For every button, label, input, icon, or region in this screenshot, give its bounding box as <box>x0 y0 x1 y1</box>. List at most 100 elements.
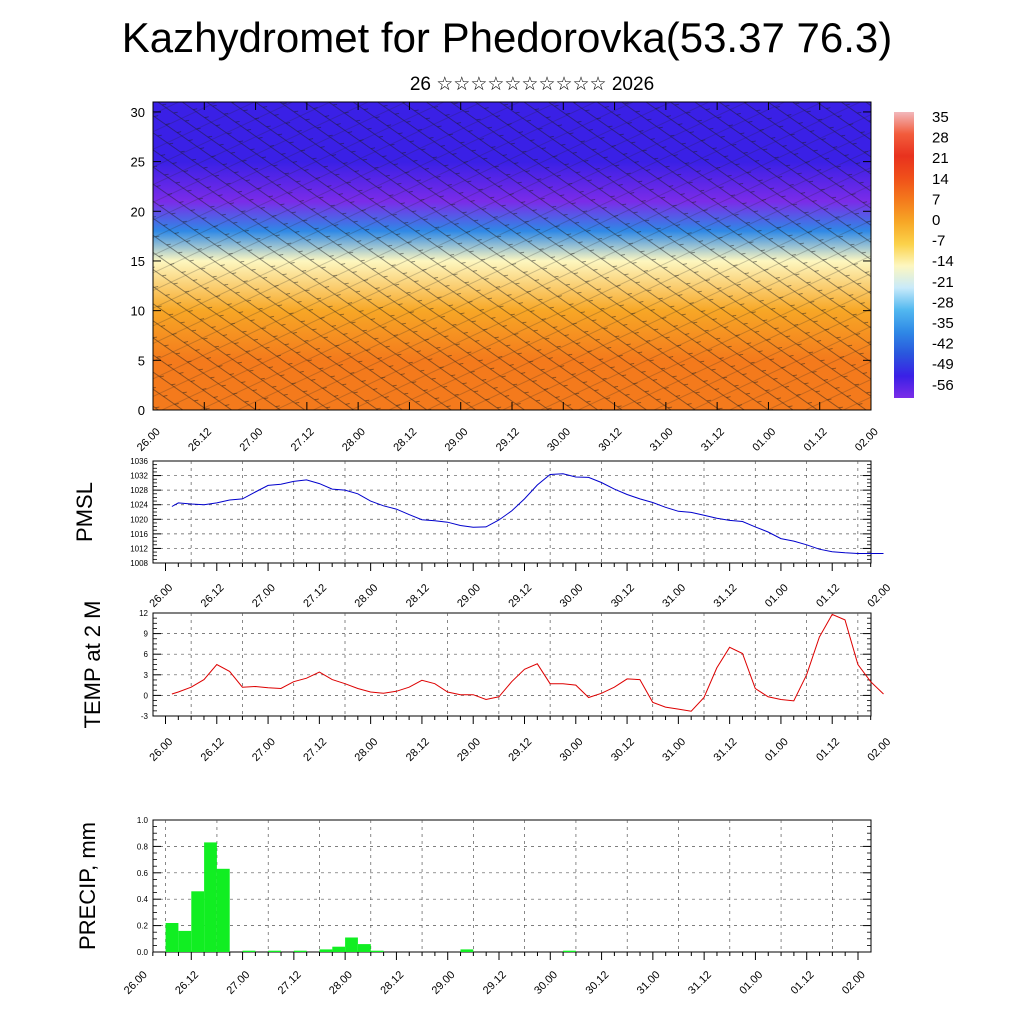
y-tick-label: 1012 <box>130 544 148 553</box>
x-tick-label: 27.00 <box>250 582 278 610</box>
x-tick-label: 01.12 <box>814 736 842 764</box>
y-tick-label: 20 <box>131 204 145 219</box>
x-tick-label: 28.00 <box>353 582 381 610</box>
precip-bar <box>345 937 358 952</box>
y-axis-label: PRECIP, mm <box>75 822 100 950</box>
y-axis-label: TEMP at 2 M <box>80 601 105 729</box>
y-tick-label: 1032 <box>130 472 148 481</box>
x-tick-label: 30.00 <box>532 969 560 997</box>
precip-bar <box>358 944 371 952</box>
colorbar-label: -7 <box>932 233 945 250</box>
panel-frame <box>152 460 872 564</box>
x-tick-label: 26.00 <box>135 426 163 454</box>
x-tick-label: 28.12 <box>391 426 419 454</box>
x-tick-label: 01.00 <box>737 969 765 997</box>
precip-panel: 0.0 0.2 0.4 0.6 0.8 1.0 26.00 26.12 27.00 27.12 28… <box>75 816 872 997</box>
cross-section-y-axis: 0 5 10 15 20 25 30 <box>131 105 871 418</box>
y-tick-label: 1008 <box>130 559 148 568</box>
x-tick-label: 26.12 <box>199 736 227 764</box>
precip-bar <box>563 950 576 952</box>
y-tick-label: -3 <box>141 712 149 721</box>
x-tick-label: 01.12 <box>789 969 817 997</box>
colorbar-label: 35 <box>932 109 949 126</box>
x-tick-label: 31.12 <box>686 969 714 997</box>
y-axis-label: PMSL <box>72 482 97 542</box>
y-tick-label: 0 <box>138 403 145 418</box>
x-tick-label: 30.12 <box>583 969 611 997</box>
x-tick-label: 26.00 <box>147 736 175 764</box>
pmsl-panel: 1008 1012 1016 1020 1024 1028 1032 1036 26.00 26.… <box>72 457 893 610</box>
x-tick-label: 30.00 <box>545 426 573 454</box>
x-tick-label: 28.00 <box>340 426 368 454</box>
chart-subtitle: 26 ☆☆☆☆☆☆☆☆☆☆ 2026 <box>409 74 655 95</box>
x-tick-label: 30.00 <box>558 736 586 764</box>
colorbar-labels: 35 28 21 14 7 0 -7 -14 -21 -28 -35 -42 -49 -56 <box>932 109 954 394</box>
colorbar-label: -42 <box>932 336 954 353</box>
x-tick-label: 27.12 <box>276 969 304 997</box>
x-tick-label: 01.12 <box>802 426 830 454</box>
precip-bar <box>293 950 307 952</box>
precip-bar <box>319 949 333 952</box>
y-tick-label: 5 <box>138 353 145 368</box>
x-tick-label: 01.00 <box>763 736 791 764</box>
x-tick-label: 02.00 <box>840 969 868 997</box>
x-tick-label: 01.00 <box>763 582 791 610</box>
y-tick-label: 0.4 <box>137 895 149 904</box>
y-tick-label: 12 <box>139 609 148 618</box>
x-tick-label: 29.00 <box>430 969 458 997</box>
x-tick-label: 31.12 <box>699 426 727 454</box>
x-tick-label: 29.00 <box>443 426 471 454</box>
wind-barbs-layer-secondary <box>153 102 871 410</box>
colorbar-label: -56 <box>932 377 954 394</box>
y-tick-label: 0.8 <box>137 842 149 851</box>
x-tick-label: 29.12 <box>506 582 534 610</box>
x-tick-label: 28.12 <box>404 736 432 764</box>
x-tick-label: 30.12 <box>609 736 637 764</box>
precip-bar <box>268 950 281 952</box>
x-tick-label: 26.00 <box>122 969 150 997</box>
x-tick-label: 01.00 <box>750 426 778 454</box>
precip-bar <box>178 930 192 952</box>
panel-frame <box>152 819 872 953</box>
colorbar-label: 0 <box>932 212 940 229</box>
y-tick-label: 0.0 <box>137 948 149 957</box>
precip-bar <box>216 868 230 952</box>
y-tick-label: 3 <box>144 671 149 680</box>
x-tick-label: 28.00 <box>327 969 355 997</box>
colorbar-label: -28 <box>932 294 954 311</box>
y-tick-label: 0 <box>144 691 149 700</box>
x-tick-label: 31.00 <box>660 736 688 764</box>
x-tick-label: 27.12 <box>289 426 317 454</box>
colorbar-label: 21 <box>932 150 949 167</box>
y-tick-label: 1016 <box>130 530 148 539</box>
y-tick-label: 1020 <box>130 515 148 524</box>
x-tick-label: 29.00 <box>455 736 483 764</box>
precip-bar <box>370 950 384 952</box>
x-tick-label: 27.12 <box>301 582 329 610</box>
x-tick-label: 30.12 <box>596 426 624 454</box>
colorbar-label: -21 <box>932 274 954 291</box>
x-tick-label: 02.00 <box>865 736 893 764</box>
precip-bar <box>460 949 474 952</box>
x-tick-label: 26.00 <box>147 582 175 610</box>
series-line <box>171 473 884 554</box>
x-tick-label: 02.00 <box>853 426 881 454</box>
y-tick-label: 1.0 <box>137 816 149 825</box>
x-tick-label: 26.12 <box>199 582 227 610</box>
x-tick-label: 02.00 <box>865 582 893 610</box>
colorbar-label: 14 <box>932 171 949 188</box>
colorbar-label: -35 <box>932 315 954 332</box>
y-tick-label: 1028 <box>130 486 148 495</box>
x-tick-label: 28.00 <box>353 736 381 764</box>
colorbar: 35 28 21 14 7 0 -7 -14 -21 -28 -35 -42 -49 -56 <box>894 109 954 398</box>
series-line <box>171 613 884 712</box>
y-tick-label: 0.6 <box>137 869 149 878</box>
y-tick-label: 0.2 <box>137 922 149 931</box>
x-tick-label: 29.12 <box>481 969 509 997</box>
precip-bar <box>204 842 217 952</box>
x-tick-label: 27.00 <box>224 969 252 997</box>
x-tick-label: 31.12 <box>712 736 740 764</box>
x-tick-label: 30.00 <box>558 582 586 610</box>
y-tick-label: 1024 <box>130 501 148 510</box>
x-tick-label: 26.12 <box>173 969 201 997</box>
